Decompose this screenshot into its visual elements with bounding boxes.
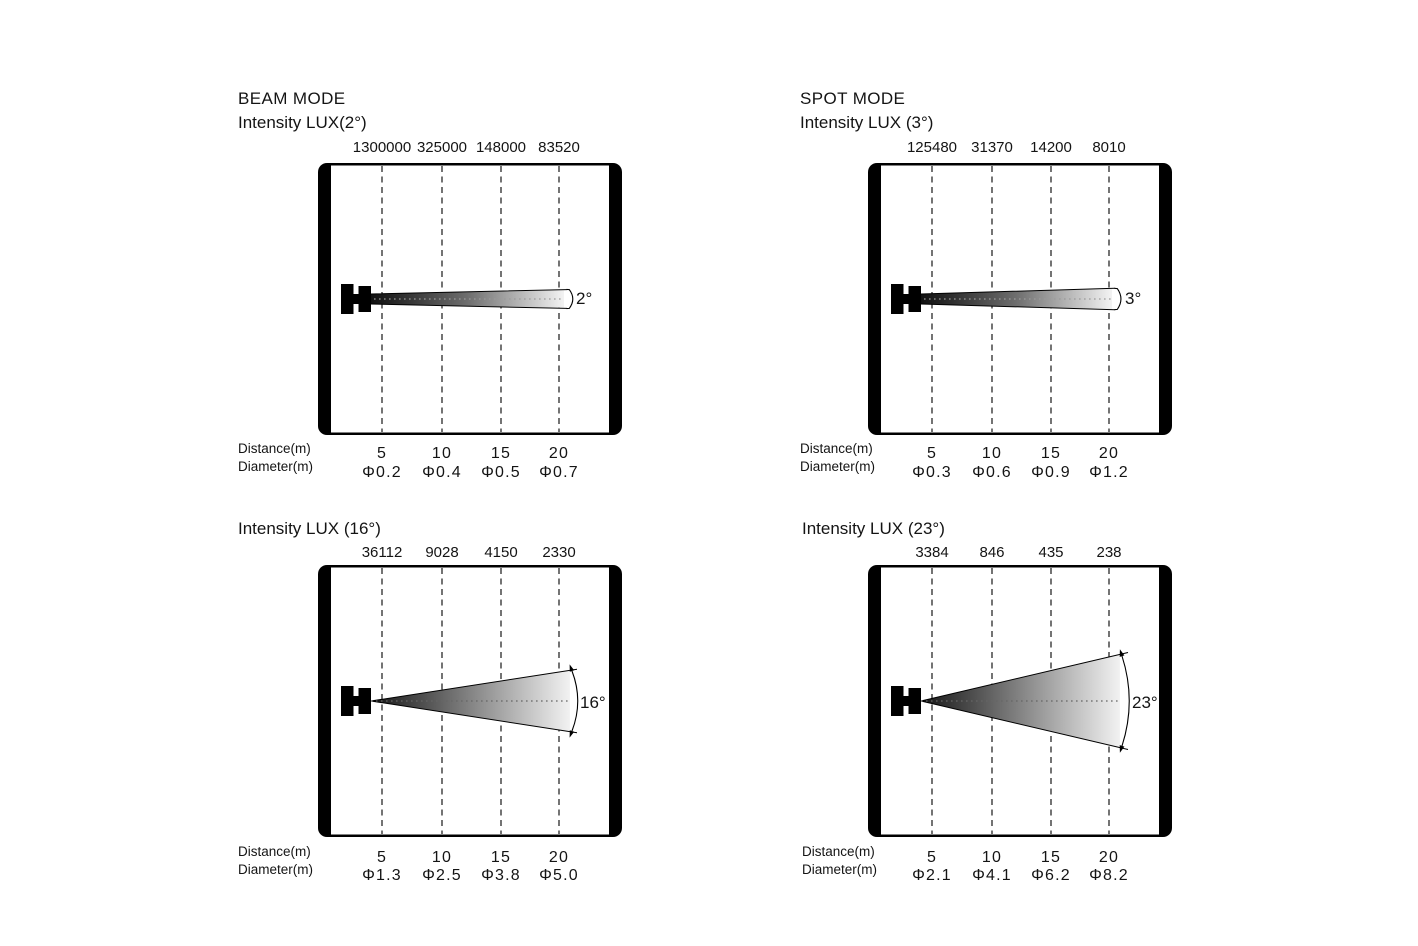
intensity-value: 83520 — [538, 139, 580, 156]
diameter-value: Φ2.1 — [912, 867, 952, 884]
diameter-value: Φ0.6 — [972, 464, 1012, 481]
mode-title: BEAM MODE — [238, 89, 346, 108]
intensity-axis-title: Intensity LUX (16°) — [238, 519, 381, 538]
distance-value: 10 — [431, 849, 453, 866]
distance-gridlines — [931, 166, 1110, 432]
intensity-axis-title: Intensity LUX (23°) — [802, 519, 945, 538]
diameter-value: Φ0.2 — [362, 464, 402, 481]
diameter-value: Φ2.5 — [422, 867, 462, 884]
beam-edge-lines — [370, 668, 578, 734]
distance-axis-label: Distance(m) — [238, 844, 311, 859]
intensity-value: 36112 — [361, 544, 403, 561]
arc-arrow-down — [569, 730, 575, 738]
diameter-value: Φ6.2 — [1031, 867, 1071, 884]
intensity-value: 238 — [1096, 544, 1122, 561]
fixture-icon — [341, 284, 371, 314]
panel-spot-23deg: Intensity LUX (23°) 3384 846 435 238 — [795, 515, 1215, 919]
distance-value: 10 — [981, 849, 1003, 866]
distance-value: 15 — [490, 849, 512, 866]
beam-chart-16deg — [318, 565, 622, 837]
distance-axis-label: Distance(m) — [802, 844, 875, 859]
intensity-value: 9028 — [425, 544, 459, 561]
distance-value: 20 — [1098, 445, 1120, 462]
diameter-value: Φ0.4 — [422, 464, 462, 481]
diameter-value: Φ1.2 — [1089, 464, 1129, 481]
diameter-value: Φ8.2 — [1089, 867, 1129, 884]
beam-edge-lines — [920, 287, 1116, 311]
arc-arrow-down — [1119, 745, 1125, 753]
angle-arc — [1121, 655, 1130, 747]
fixture-icon — [891, 284, 921, 314]
intensity-value: 1300000 — [352, 139, 412, 156]
light-beam — [921, 288, 1112, 310]
distance-gridlines — [931, 568, 1110, 834]
beam-chart-2deg — [318, 163, 622, 435]
arc-arrow-up — [1119, 649, 1125, 657]
beam-angle-label: 2° — [576, 289, 593, 308]
diameter-value: Φ4.1 — [972, 867, 1012, 884]
distance-value: 10 — [981, 445, 1003, 462]
intensity-value: 8010 — [1092, 139, 1126, 156]
beam-angle-label: 3° — [1125, 289, 1142, 308]
distance-value: 10 — [431, 445, 453, 462]
beam-edge-lines — [370, 289, 568, 309]
distance-value: 15 — [490, 445, 512, 462]
intensity-value: 148000 — [475, 139, 527, 156]
intensity-axis-title: Intensity LUX (3°) — [800, 113, 934, 132]
distance-axis-label: Distance(m) — [238, 441, 311, 456]
beam-angle-label: 16° — [580, 693, 606, 712]
diameter-value: Φ3.8 — [481, 867, 521, 884]
beam-chart-3deg — [868, 163, 1172, 435]
diameter-axis-label: Diameter(m) — [238, 862, 314, 877]
fixture-icon — [341, 686, 371, 716]
distance-value: 20 — [1098, 849, 1120, 866]
diameter-axis-label: Diameter(m) — [802, 862, 878, 877]
intensity-value: 125480 — [906, 139, 958, 156]
distance-gridlines — [381, 568, 560, 834]
diameter-value: Φ0.9 — [1031, 464, 1071, 481]
intensity-value: 14200 — [1030, 139, 1072, 156]
diameter-value: Φ0.5 — [481, 464, 521, 481]
arc-arrow-up — [569, 664, 575, 672]
distance-gridlines — [381, 166, 560, 432]
distance-value: 20 — [548, 849, 570, 866]
diameter-value: Φ0.7 — [539, 464, 579, 481]
intensity-value: 3384 — [915, 544, 949, 561]
distance-value: 5 — [376, 445, 388, 462]
fixture-icon — [891, 686, 921, 716]
panel-beam-16deg: Intensity LUX (16°) 36112 9028 4150 2330 — [230, 515, 650, 919]
panel-beam-2deg: BEAM MODE Intensity LUX(2°) 1300000 3250… — [230, 85, 650, 489]
light-beam — [371, 290, 564, 308]
intensity-value: 2330 — [542, 544, 576, 561]
diameter-axis-label: Diameter(m) — [800, 459, 876, 474]
distance-value: 5 — [926, 849, 938, 866]
distance-value: 15 — [1040, 849, 1062, 866]
distance-value: 20 — [548, 445, 570, 462]
angle-arc — [571, 670, 579, 732]
intensity-value: 846 — [979, 544, 1005, 561]
distance-axis-label: Distance(m) — [800, 441, 873, 456]
beam-edge-lines — [920, 652, 1129, 750]
distance-value: 5 — [926, 445, 938, 462]
diameter-axis-label: Diameter(m) — [238, 459, 314, 474]
light-beam — [921, 654, 1120, 748]
panel-spot-3deg: SPOT MODE Intensity LUX (3°) 125480 3137… — [795, 85, 1215, 489]
intensity-value: 325000 — [416, 139, 468, 156]
distance-value: 15 — [1040, 445, 1062, 462]
intensity-value: 435 — [1038, 544, 1064, 561]
beam-angle-label: 23° — [1132, 693, 1158, 712]
beam-chart-23deg — [868, 565, 1172, 837]
diameter-value: Φ1.3 — [362, 867, 402, 884]
mode-title: SPOT MODE — [800, 89, 906, 108]
distance-value: 5 — [376, 849, 388, 866]
light-beam — [371, 670, 570, 732]
angle-arc — [566, 288, 574, 310]
diameter-value: Φ0.3 — [912, 464, 952, 481]
angle-arc — [1114, 287, 1122, 311]
intensity-value: 31370 — [971, 139, 1013, 156]
intensity-axis-title: Intensity LUX(2°) — [238, 113, 367, 132]
diameter-value: Φ5.0 — [539, 867, 579, 884]
intensity-value: 4150 — [484, 544, 518, 561]
